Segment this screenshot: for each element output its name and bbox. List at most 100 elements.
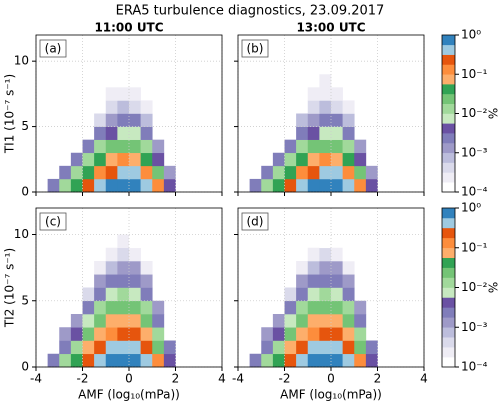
colorbar-segment xyxy=(442,93,455,104)
figure-title: ERA5 turbulence diagnostics, 23.09.2017 xyxy=(116,4,385,19)
heatmap-cell xyxy=(117,274,130,288)
heatmap-cell xyxy=(140,178,153,193)
heatmap-cell xyxy=(117,139,130,154)
heatmap-cell xyxy=(331,178,343,193)
heatmap-cell xyxy=(129,314,141,328)
heatmap-cell xyxy=(319,314,332,328)
heatmap-cell xyxy=(82,353,95,368)
heatmap-cell xyxy=(319,234,332,249)
heatmap-cell xyxy=(307,165,320,180)
heatmap-cell xyxy=(307,152,320,167)
heatmap-cell xyxy=(105,126,118,140)
heatmap-cell xyxy=(307,126,320,140)
heatmap-cell xyxy=(129,165,141,180)
heatmap-cell xyxy=(284,353,297,368)
heatmap-cell xyxy=(331,274,343,288)
heatmap-cell xyxy=(129,234,141,249)
heatmap-cell xyxy=(296,165,309,180)
heatmap-cell xyxy=(296,152,309,167)
heatmap-cell xyxy=(94,274,107,288)
heatmap-cell xyxy=(354,165,367,180)
heatmap-cell xyxy=(129,139,141,154)
heatmap-cell xyxy=(59,353,72,368)
heatmap-cell xyxy=(117,113,130,127)
heatmap-cell xyxy=(82,287,95,302)
colorbar-segment xyxy=(442,357,455,368)
heatmap-cell xyxy=(47,353,60,368)
heatmap-cell xyxy=(342,300,355,315)
heatmap-cell xyxy=(354,340,367,355)
heatmap-cell xyxy=(140,126,153,140)
heatmap-cell xyxy=(82,327,95,341)
heatmap-cell xyxy=(249,353,262,368)
heatmap-cell xyxy=(140,327,153,341)
heatmap-cell xyxy=(117,261,130,275)
y-axis-label: TI1 (10⁻⁷ s⁻¹) xyxy=(3,74,17,154)
heatmap-cell xyxy=(105,100,118,114)
heatmap-cell xyxy=(296,353,309,368)
heatmap-cell xyxy=(319,178,332,193)
colorbar-label: % xyxy=(486,282,500,293)
heatmap-cell xyxy=(94,327,107,341)
x-tick-label: 2 xyxy=(374,372,382,386)
colorbar-tick-label: 10⁰ xyxy=(461,201,481,215)
heatmap-cell xyxy=(117,87,130,101)
heatmap-cell xyxy=(296,314,309,328)
heatmap-cell xyxy=(117,353,130,368)
heatmap-cell xyxy=(284,327,297,341)
heatmap-cell xyxy=(319,126,332,140)
heatmap-cell xyxy=(94,287,107,302)
heatmap-cell xyxy=(140,152,153,167)
x-tick-label: 2 xyxy=(172,372,180,386)
heatmap-cell xyxy=(319,100,332,114)
colorbar-segment xyxy=(442,247,455,258)
heatmap-cell xyxy=(59,327,72,341)
heatmap-cell xyxy=(129,87,141,101)
heatmap-cell xyxy=(319,300,332,315)
heatmap-cell xyxy=(129,261,141,275)
heatmap-cell xyxy=(140,314,153,328)
heatmap-cell xyxy=(82,178,95,193)
colorbar-segment xyxy=(442,123,455,134)
heatmap-cell xyxy=(284,314,297,328)
heatmap-cell xyxy=(82,165,95,180)
heatmap-cell xyxy=(105,300,118,315)
heatmap-cell xyxy=(319,113,332,127)
heatmap-cell xyxy=(331,287,343,302)
panel-title: 11:00 UTC xyxy=(94,21,163,35)
heatmap-cell xyxy=(70,165,83,180)
heatmap-cell xyxy=(105,178,118,193)
heatmap-cell xyxy=(117,126,130,140)
heatmap-cell xyxy=(152,300,165,315)
heatmap-cell xyxy=(129,274,141,288)
heatmap-cell xyxy=(70,152,83,167)
heatmap-cell xyxy=(342,178,355,193)
y-tick-label: 0 xyxy=(21,360,29,374)
colorbar-segment xyxy=(442,152,455,163)
colorbar-segment xyxy=(442,267,455,278)
heatmap-cell xyxy=(331,152,343,167)
heatmap-cell xyxy=(70,327,83,341)
colorbar-tick-label: 10⁻³ xyxy=(461,145,488,159)
heatmap-cell xyxy=(261,327,274,341)
heatmap-cell xyxy=(105,152,118,167)
heatmap-cell xyxy=(342,274,355,288)
heatmap-cell xyxy=(284,287,297,302)
heatmap-cell xyxy=(105,327,118,341)
colorbar-segment xyxy=(442,133,455,144)
heatmap-cell xyxy=(342,287,355,302)
colorbar-segment xyxy=(442,103,455,114)
heatmap-cell xyxy=(129,152,141,167)
axes-frame xyxy=(237,207,425,368)
heatmap-cell xyxy=(94,152,107,167)
heatmap-cell xyxy=(354,327,367,341)
heatmap-cell xyxy=(117,152,130,167)
heatmap-cell xyxy=(82,314,95,328)
heatmap-cell xyxy=(140,340,153,355)
colorbar-segment xyxy=(442,217,455,229)
heatmap-cell xyxy=(94,178,107,193)
colorbar-segment xyxy=(442,257,455,268)
heatmap-cell xyxy=(342,340,355,355)
colorbar-segment xyxy=(442,237,455,249)
colorbar-tick-label: 10⁻⁴ xyxy=(461,360,488,374)
